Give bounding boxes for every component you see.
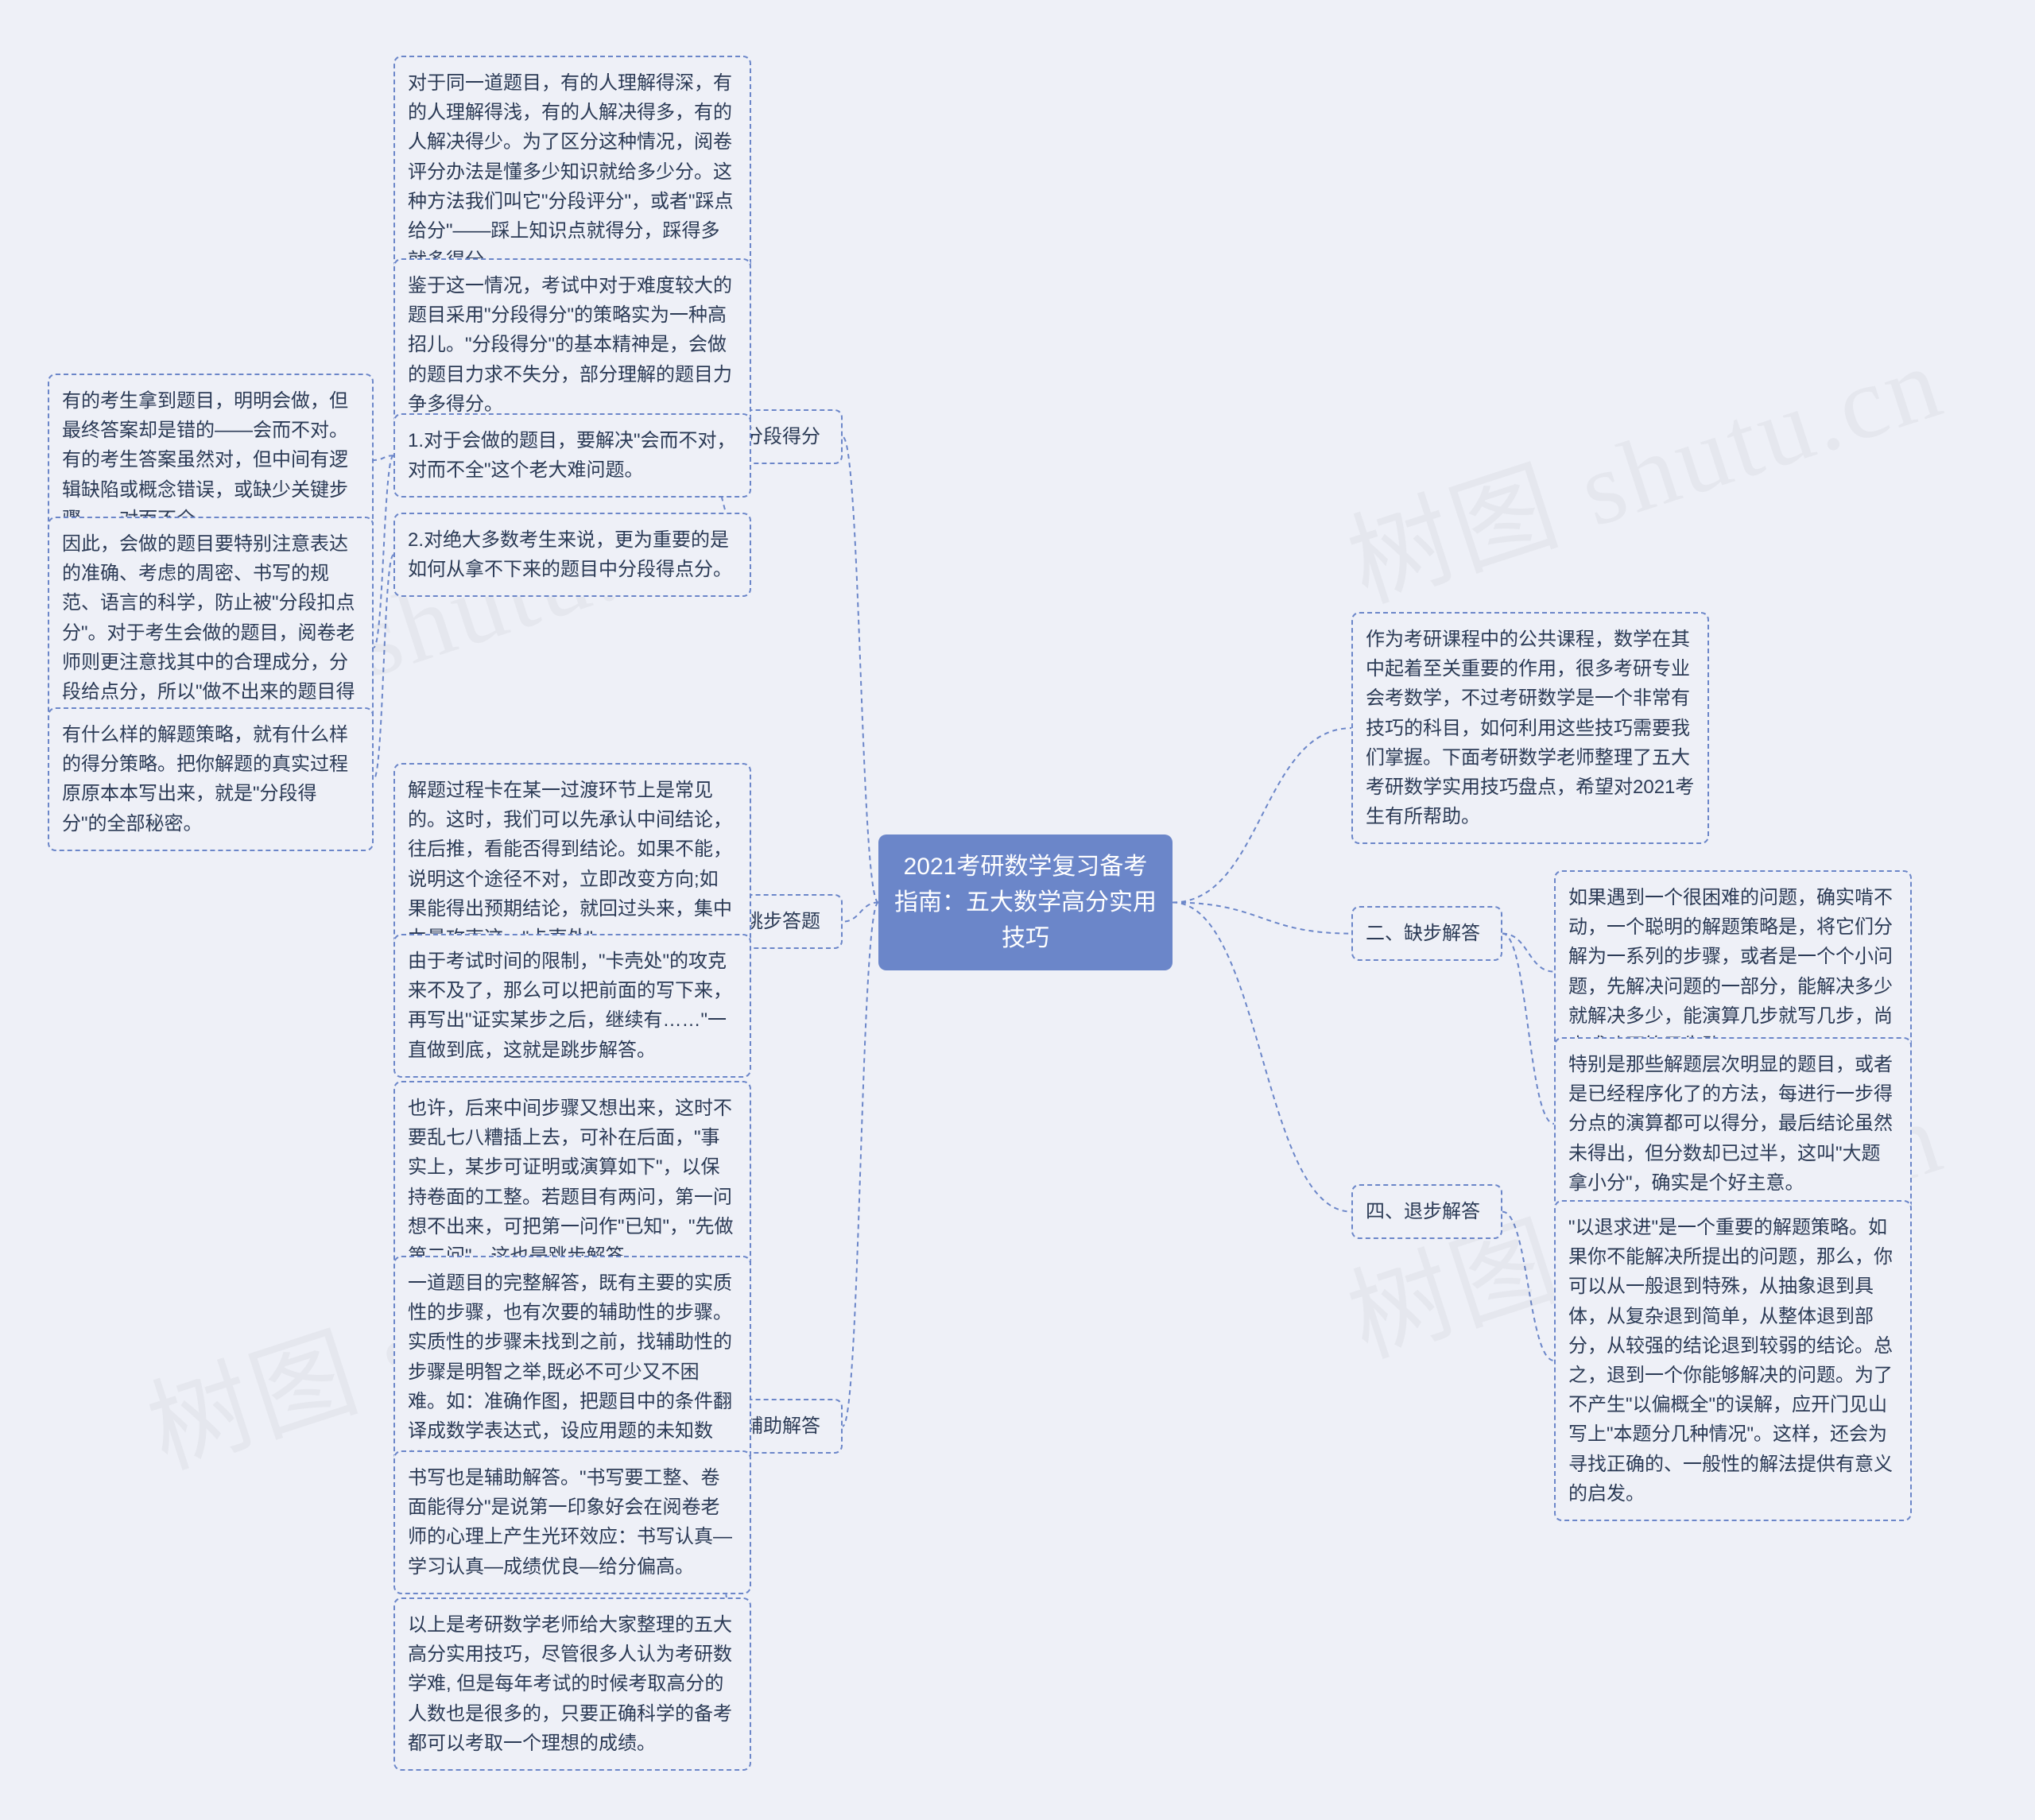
section-3-detail: 由于考试时间的限制，"卡壳处"的攻克来不及了，那么可以把前面的写下来，再写出"证… [393, 934, 751, 1078]
section-1-detail: 1.对于会做的题目，要解决"会而不对，对而不全"这个老大难问题。 [393, 413, 751, 498]
section-1-subdetail: 有什么样的解题策略，就有什么样的得分策略。把你解题的真实过程原原本本写出来，就是… [48, 707, 374, 851]
section-1-detail: 鉴于这一情况，考试中对于难度较大的题目采用"分段得分"的策略实为一种高招儿。"分… [393, 258, 751, 432]
section-4-title: 四、退步解答 [1351, 1184, 1502, 1239]
section-2-detail: 特别是那些解题层次明显的题目，或者是已经程序化了的方法，每进行一步得分点的演算都… [1554, 1037, 1912, 1210]
section-4-detail: "以退求进"是一个重要的解题策略。如果你不能解决所提出的问题，那么，你可以从一般… [1554, 1200, 1912, 1521]
section-3-detail: 也许，后来中间步骤又想出来，这时不要乱七八糟插上去，可补在后面，"事实上，某步可… [393, 1081, 751, 1284]
watermark: 树图 shutu.cn [1328, 298, 1959, 630]
section-1-detail: 2.对绝大多数考生来说，更为重要的是如何从拿不下来的题目中分段得点分。 [393, 513, 751, 597]
section-5-detail: 书写也是辅助解答。"书写要工整、卷面能得分"是说第一印象好会在阅卷老师的心理上产… [393, 1450, 751, 1594]
intro-node: 作为考研课程中的公共课程，数学在其中起着至关重要的作用，很多考研专业会考数学，不… [1351, 612, 1709, 844]
center-node: 2021考研数学复习备考指南：五大数学高分实用技巧 [878, 834, 1173, 970]
section-1-detail: 对于同一道题目，有的人理解得深，有的人理解得浅，有的人解决得多，有的人解决得少。… [393, 56, 751, 288]
section-5-detail: 以上是考研数学老师给大家整理的五大高分实用技巧，尽管很多人认为考研数学难, 但是… [393, 1597, 751, 1771]
section-2-title: 二、缺步解答 [1351, 906, 1502, 961]
